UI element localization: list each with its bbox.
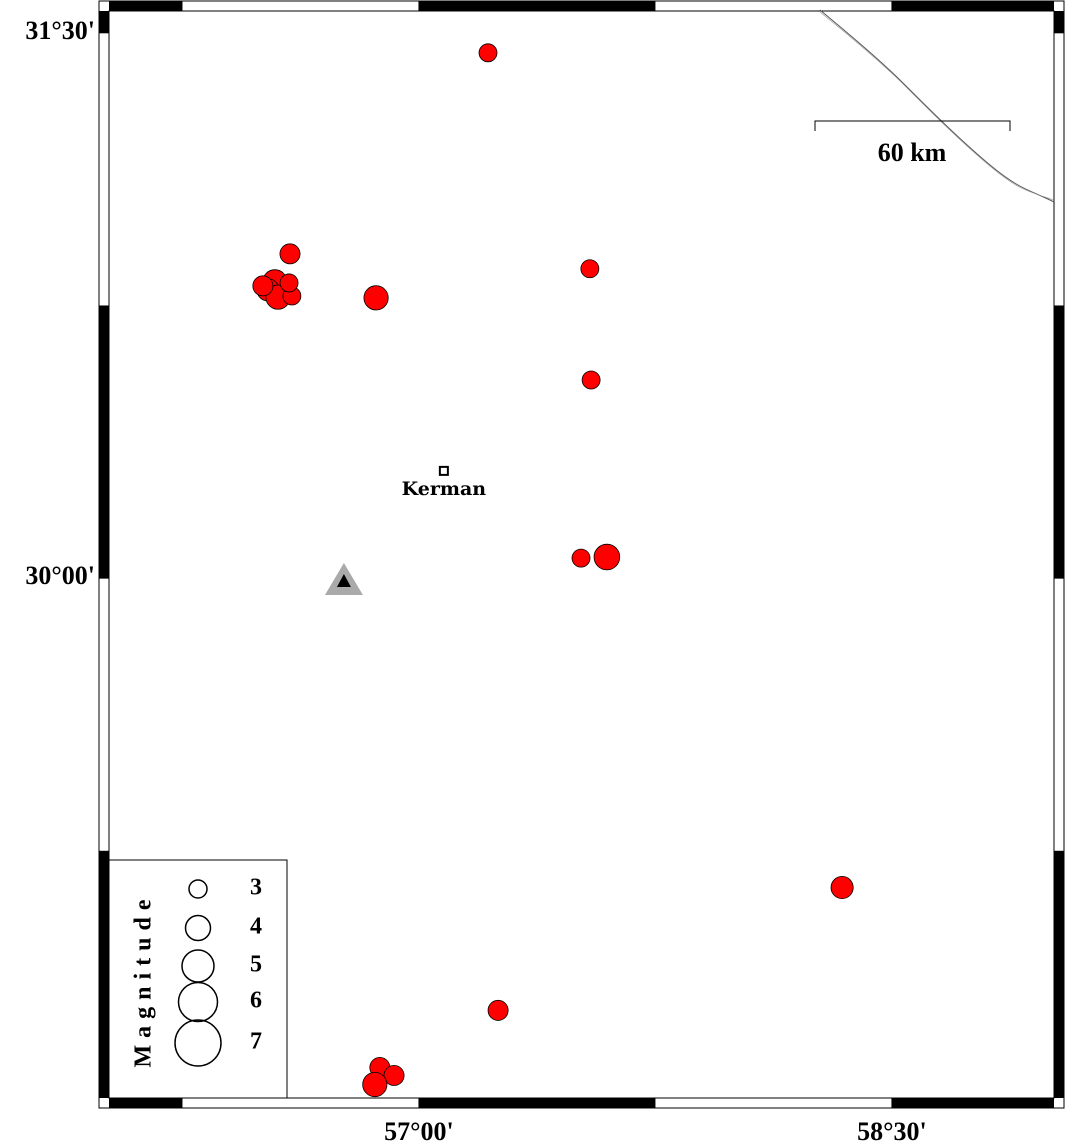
coastline bbox=[819, 11, 1055, 201]
coastline bbox=[819, 9, 1055, 203]
station bbox=[336, 574, 351, 588]
frame-segment bbox=[1054, 850, 1064, 1098]
legend-symbol bbox=[177, 981, 219, 1023]
earthquake bbox=[383, 1065, 405, 1086]
legend-symbol bbox=[184, 914, 212, 942]
earthquake bbox=[487, 999, 509, 1021]
earthquake bbox=[363, 285, 389, 311]
legend-title: Magnitude bbox=[131, 892, 157, 1067]
legend-label: 5 bbox=[250, 952, 262, 978]
frame-segment bbox=[99, 11, 109, 33]
earthquake bbox=[593, 543, 621, 571]
y-tick-label: 31°30' bbox=[25, 16, 95, 45]
legend-label: 7 bbox=[250, 1029, 262, 1055]
earthquake bbox=[362, 1071, 388, 1098]
frame-segment bbox=[891, 1098, 1054, 1108]
earthquake bbox=[830, 876, 854, 900]
frame-segment bbox=[99, 305, 109, 579]
earthquake bbox=[571, 548, 591, 568]
frame-segment bbox=[1054, 11, 1064, 33]
frame-segment bbox=[418, 1098, 656, 1108]
scale-bar-label: 60 km bbox=[878, 138, 947, 167]
x-tick-label: 58°30' bbox=[857, 1117, 927, 1146]
legend-label: 6 bbox=[250, 988, 262, 1014]
frame-segment bbox=[109, 1098, 183, 1108]
earthquake bbox=[581, 370, 601, 390]
frame-segments bbox=[99, 1, 1064, 1108]
city-marker bbox=[438, 465, 449, 476]
city-label: Kerman bbox=[402, 478, 487, 500]
legend-label: 4 bbox=[250, 914, 262, 940]
earthquake bbox=[252, 275, 274, 297]
earthquake bbox=[478, 43, 498, 63]
frame-segment bbox=[99, 850, 109, 1098]
earthquake bbox=[279, 243, 301, 265]
earthquake bbox=[580, 259, 600, 279]
scale-bar bbox=[814, 120, 1011, 131]
frame-segment bbox=[418, 1, 656, 11]
legend-box bbox=[108, 859, 288, 1099]
frame-segment bbox=[891, 1, 1054, 11]
x-tick-label: 57°00' bbox=[384, 1117, 454, 1146]
frame-segment bbox=[109, 1, 183, 11]
legend-symbol bbox=[174, 1019, 222, 1067]
y-tick-label: 30°00' bbox=[25, 561, 95, 590]
earthquake bbox=[279, 273, 299, 293]
legend-symbol bbox=[188, 879, 208, 899]
legend-label: 3 bbox=[250, 875, 262, 901]
frame-segment bbox=[1054, 305, 1064, 579]
